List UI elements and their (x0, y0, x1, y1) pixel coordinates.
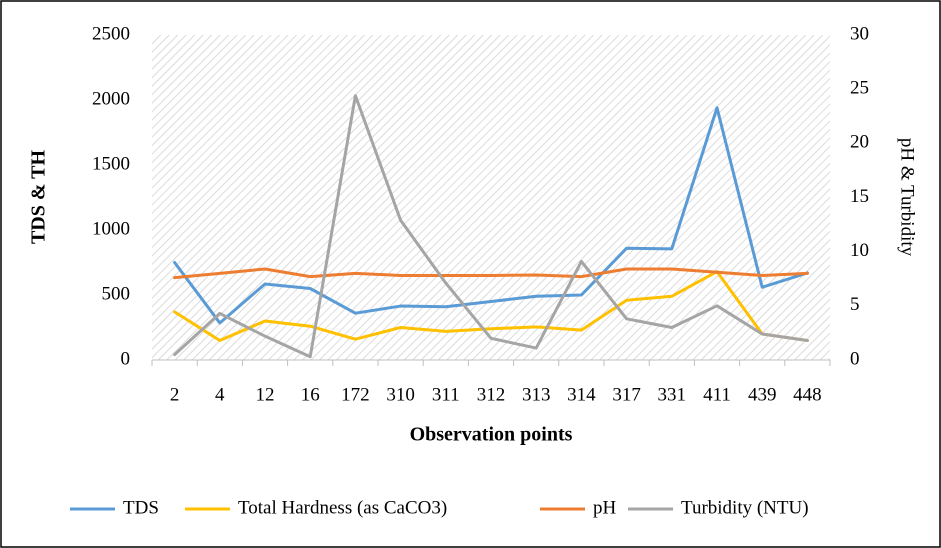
x-tick-label: 439 (748, 384, 777, 405)
x-tick-label: 4 (215, 384, 225, 405)
x-tick-label: 313 (522, 384, 551, 405)
y2-axis-label: pH & Turbidity (897, 138, 918, 257)
y-tick-label: 1500 (92, 153, 130, 174)
series-line (173, 106, 809, 325)
legend-label: Turbidity (NTU) (681, 497, 809, 518)
y2-tick-label: 30 (850, 23, 869, 44)
x-tick-label: 331 (658, 384, 687, 405)
x-tick-label: 314 (567, 384, 596, 405)
legend-label: Total Hardness (as CaCO3) (238, 497, 447, 518)
series-line (173, 267, 809, 280)
y-tick-label: 0 (121, 348, 131, 369)
y2-tick-label: 25 (850, 78, 869, 99)
y2-tick-label: 5 (850, 294, 860, 315)
y-tick-label: 2000 (92, 88, 130, 109)
x-tick-label: 448 (793, 384, 822, 405)
x-tick-label: 310 (386, 384, 415, 405)
legend-label: TDS (123, 497, 159, 518)
series-line (173, 94, 809, 359)
x-tick-label: 172 (341, 384, 370, 405)
y2-tick-label: 10 (850, 240, 869, 261)
y2-tick-label: 0 (850, 348, 860, 369)
series-line (173, 270, 809, 342)
y-tick-label: 2500 (92, 23, 130, 44)
y-tick-label: 1000 (92, 218, 130, 239)
x-tick-label: 311 (432, 384, 460, 405)
x-tick-label: 12 (256, 384, 275, 405)
x-tick-label: 411 (703, 384, 731, 405)
y-axis-label: TDS & TH (28, 150, 50, 245)
x-tick-label: 317 (612, 384, 641, 405)
x-axis-label: Observation points (410, 424, 573, 446)
y2-tick-label: 15 (850, 186, 869, 207)
x-tick-label: 16 (301, 384, 320, 405)
y2-tick-label: 20 (850, 132, 869, 153)
legend-label: pH (593, 497, 617, 518)
x-tick-label: 2 (170, 384, 180, 405)
x-tick-label: 312 (477, 384, 506, 405)
y-tick-label: 500 (102, 283, 131, 304)
